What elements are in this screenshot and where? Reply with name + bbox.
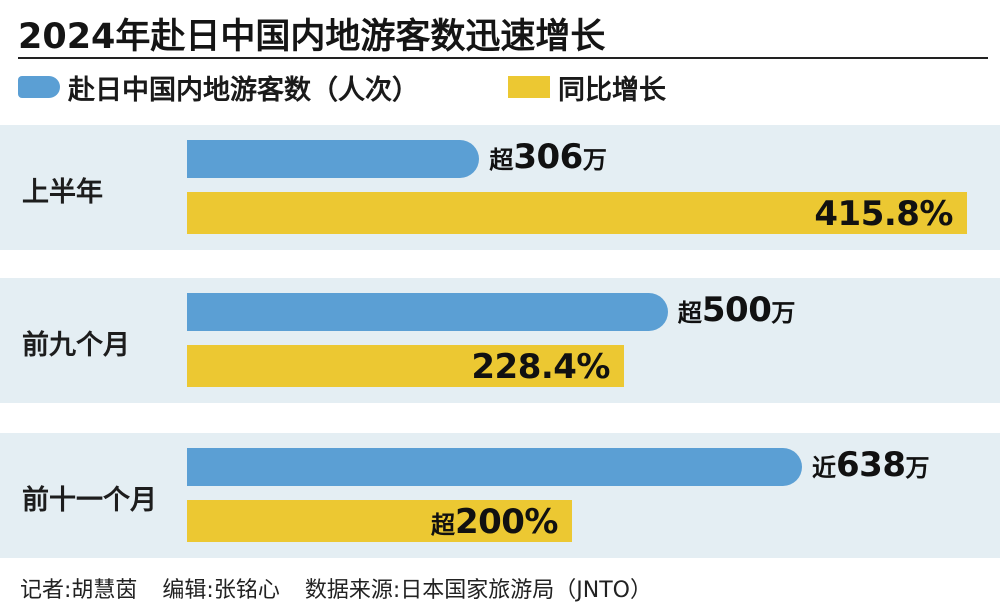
growth-value-label: 228.4%	[471, 347, 610, 387]
growth-bar	[187, 345, 624, 387]
growth-bar	[187, 500, 572, 542]
growth-value-label: 415.8%	[814, 194, 953, 234]
legend-item-growth: 同比增长	[508, 64, 666, 110]
data-source: 数据来源:日本国家旅游局（JNTO）	[304, 578, 652, 603]
visitors-value-label: 近 638 万	[812, 445, 930, 485]
legend-swatch-growth	[508, 76, 550, 98]
growth-bar	[187, 192, 967, 234]
title-divider	[18, 57, 988, 59]
legend-label-visitors: 赴日中国内地游客数（人次）	[68, 74, 419, 106]
chart-legend: 赴日中国内地游客数（人次） 同比增长	[18, 64, 978, 110]
legend-swatch-visitors	[18, 76, 60, 98]
reporter-credit: 记者:胡慧茵	[20, 578, 138, 603]
visitors-value-label: 超 500 万	[677, 290, 796, 330]
visitors-bar	[187, 448, 802, 486]
editor-credit: 编辑:张铭心	[162, 578, 280, 603]
legend-label-growth: 同比增长	[558, 74, 666, 106]
visitors-bar	[187, 293, 668, 331]
visitors-bar	[187, 140, 480, 178]
chart-footer: 记者:胡慧茵 编辑:张铭心 数据来源:日本国家旅游局（JNTO）	[20, 572, 670, 604]
chart-title: 2024年赴日中国内地游客数迅速增长	[18, 17, 606, 57]
legend-item-visitors: 赴日中国内地游客数（人次）	[18, 64, 419, 110]
category-label: 前九个月	[22, 330, 130, 361]
category-label: 上半年	[22, 177, 103, 208]
category-label: 前十一个月	[22, 485, 157, 516]
growth-value-label: 超 200%	[430, 502, 559, 542]
visitors-value-label: 超 306 万	[489, 137, 607, 177]
